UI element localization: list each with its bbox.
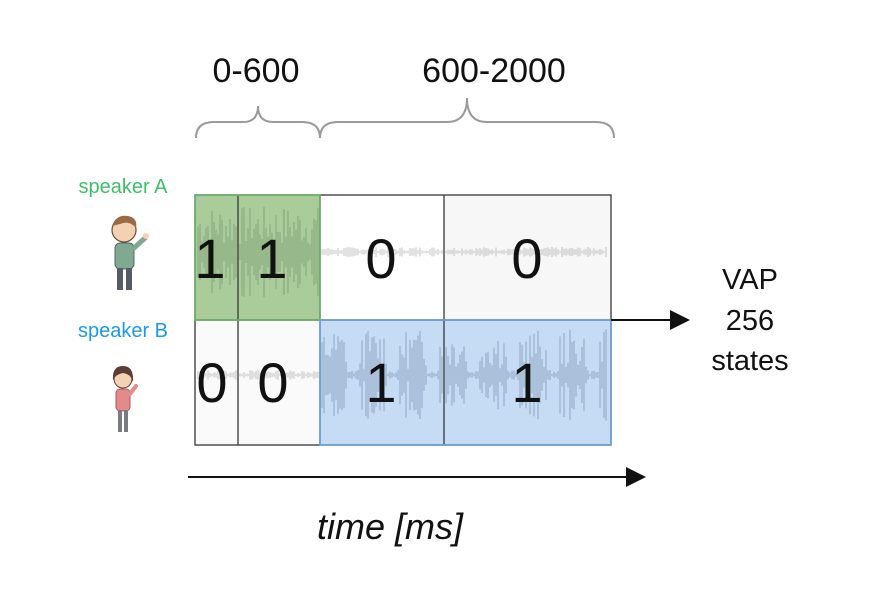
brace-long	[319, 97, 615, 139]
bin-b-2: 0	[257, 351, 288, 414]
speaker-b-label: speaker B	[78, 320, 168, 342]
brace-short	[195, 105, 321, 139]
range-label-long: 600-2000	[422, 52, 566, 90]
bin-a-2: 1	[256, 227, 287, 290]
cell-b-1-bg	[195, 320, 238, 445]
cell-a-4-bg	[444, 195, 611, 320]
cell-b-2-bg	[238, 320, 320, 445]
active-a-outline	[194, 194, 321, 321]
time-axis-label: time [ms]	[317, 506, 464, 547]
output-label-line3: states	[711, 345, 788, 377]
range-label-short: 0-600	[213, 52, 300, 90]
active-b-outline	[319, 319, 612, 446]
bin-a-1: 1	[194, 227, 225, 290]
output-label-line2: 256	[726, 305, 774, 337]
speaker-a-label: speaker A	[79, 176, 169, 198]
cell-a-3-bg	[320, 195, 444, 320]
bin-a-4: 0	[511, 227, 542, 290]
bin-b-3: 1	[365, 351, 396, 414]
speaker-a-waveform	[197, 206, 607, 298]
speaker-b-avatar	[112, 366, 138, 432]
bin-b-4: 1	[511, 351, 542, 414]
bin-a-3: 0	[365, 227, 396, 290]
speaker-a-avatar	[111, 215, 149, 290]
output-label-line1: VAP	[722, 264, 778, 296]
bin-b-1: 0	[196, 351, 227, 414]
